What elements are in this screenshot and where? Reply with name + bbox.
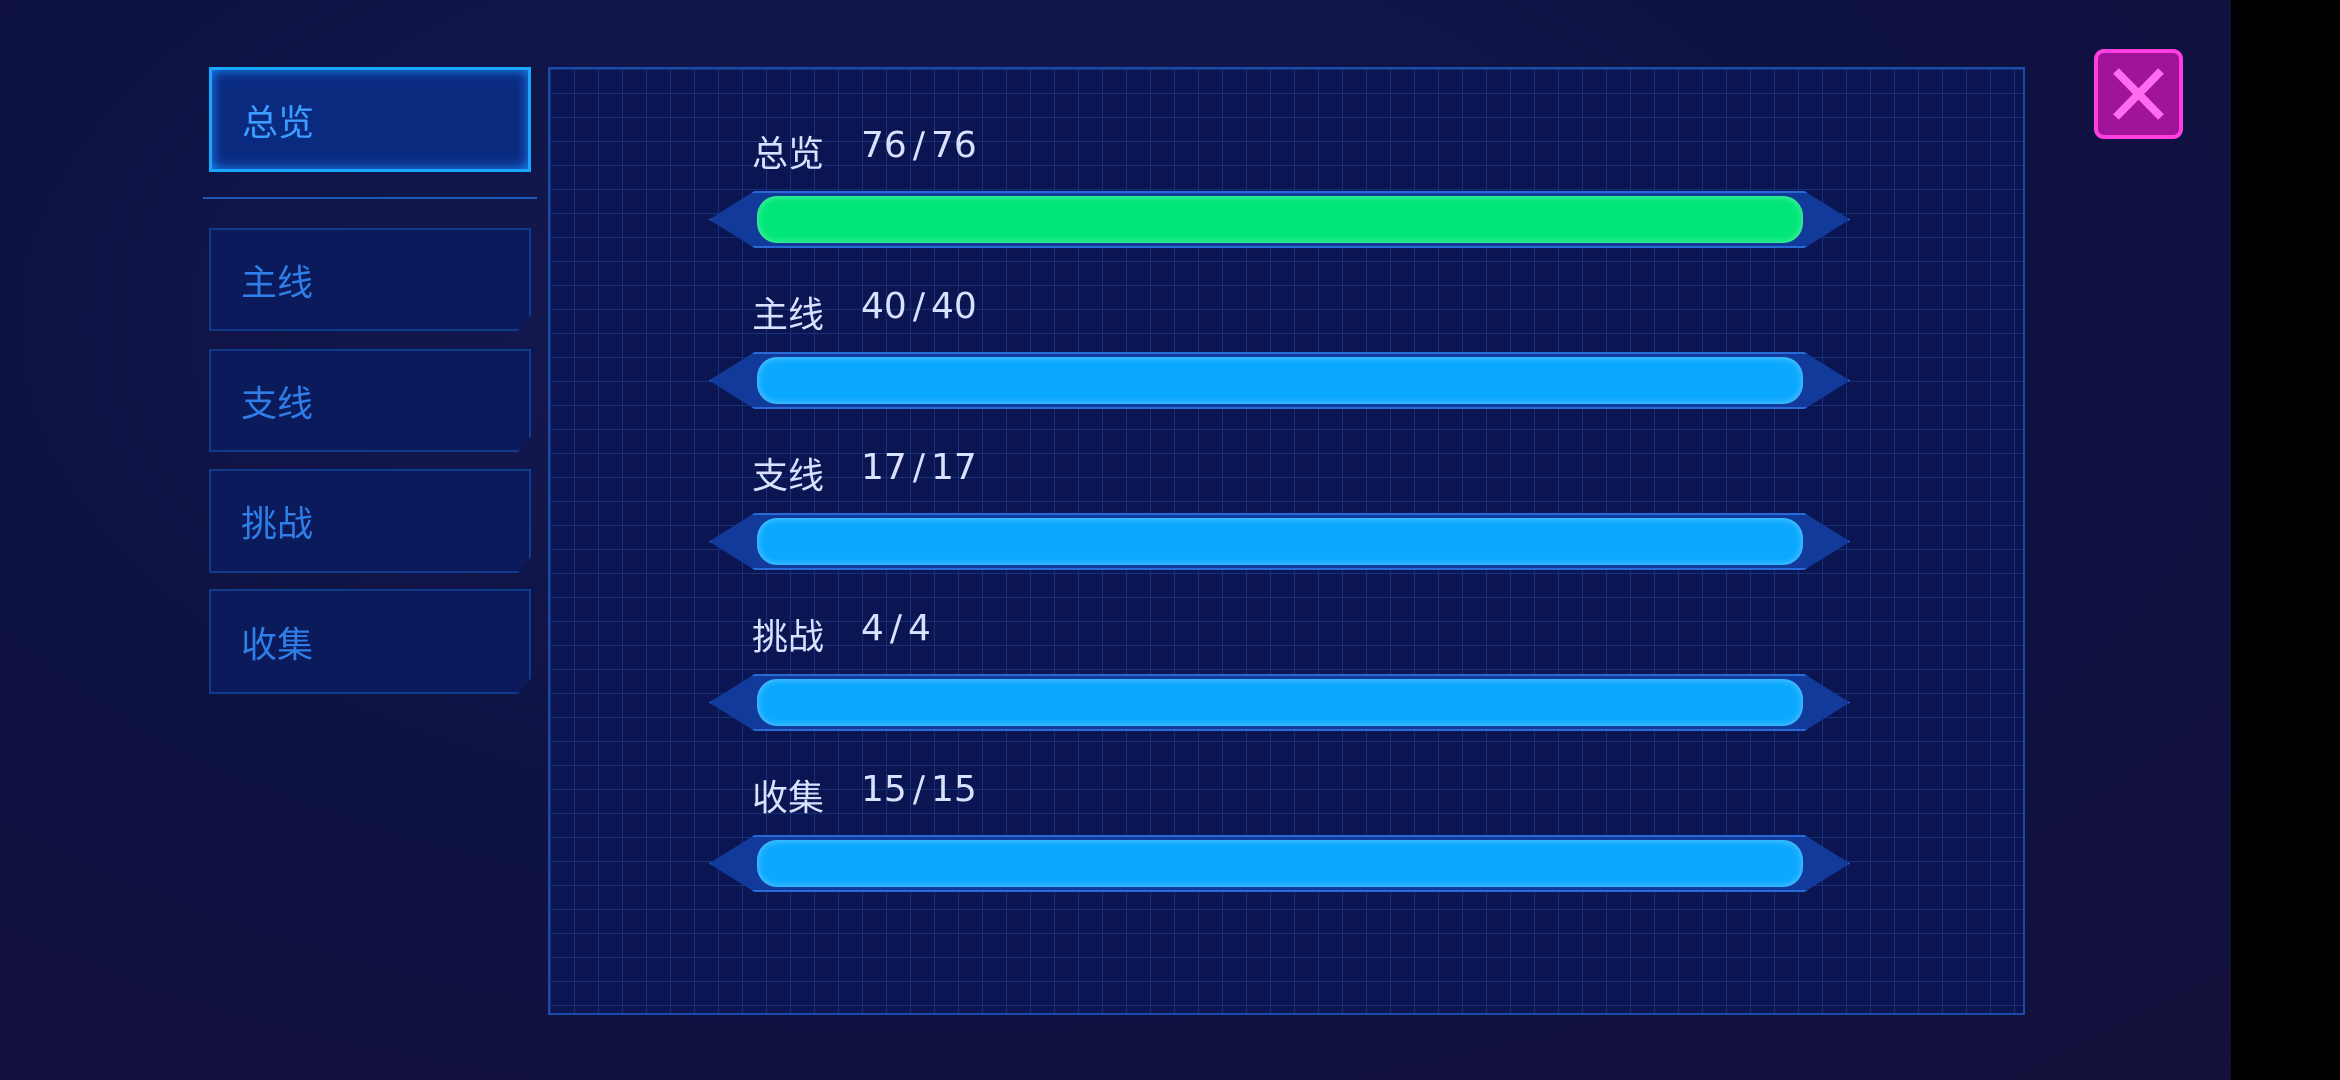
tab[interactable]: 总览 <box>209 67 531 172</box>
close-icon <box>2113 68 2164 120</box>
count-separator: / <box>912 125 925 166</box>
count-done: 15 <box>861 769 907 810</box>
count-total: 76 <box>930 125 977 166</box>
row-count: 40/40 <box>861 286 977 327</box>
count-separator: / <box>912 447 925 488</box>
row-label: 收集 <box>752 778 825 819</box>
row-label: 主线 <box>752 295 825 336</box>
row-count: 4/4 <box>861 608 931 649</box>
close-button[interactable] <box>2094 49 2183 139</box>
count-done: 4 <box>861 608 884 649</box>
row-label: 总览 <box>752 134 825 175</box>
count-done: 40 <box>861 286 907 327</box>
row-label: 支线 <box>752 456 825 497</box>
count-total: 40 <box>930 286 977 327</box>
tab[interactable]: 主线 <box>209 228 531 331</box>
tab[interactable]: 收集 <box>209 589 531 694</box>
count-separator: / <box>912 286 925 327</box>
row-count: 76/76 <box>861 125 977 166</box>
progress-fill <box>757 679 1803 726</box>
count-separator: / <box>889 608 903 649</box>
progress-fill <box>757 357 1803 404</box>
count-total: 15 <box>930 769 977 810</box>
tab[interactable]: 支线 <box>209 349 531 452</box>
side-bar <box>2231 0 2340 1080</box>
count-total: 4 <box>908 608 931 649</box>
row-label: 挑战 <box>752 617 825 658</box>
row-count: 15/15 <box>861 769 977 810</box>
row-count: 17/17 <box>861 447 977 488</box>
count-done: 17 <box>861 447 907 488</box>
count-total: 17 <box>930 447 977 488</box>
progress-fill <box>757 196 1803 243</box>
progress-fill <box>757 518 1803 565</box>
tab[interactable]: 挑战 <box>209 469 531 573</box>
progress-fill <box>757 840 1803 887</box>
divider <box>203 197 537 199</box>
count-separator: / <box>912 769 925 810</box>
count-done: 76 <box>861 125 907 166</box>
